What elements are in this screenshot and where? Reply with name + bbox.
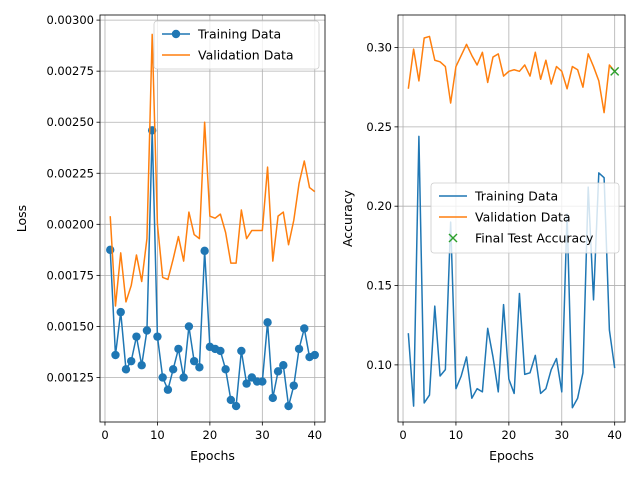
series-line (407, 135, 616, 409)
y-tick-label: 0.00250 (46, 115, 94, 129)
legend-item: Training Data (439, 189, 558, 204)
legend-item: Final Test Accuracy (448, 231, 594, 246)
data-point (231, 401, 241, 411)
legend-marker (171, 29, 181, 39)
data-point (221, 365, 230, 374)
legend: Training Data Validation Data Final Test A… (430, 182, 620, 254)
y-tick-label: 0.30 (366, 41, 392, 55)
legend-item: Validation Data (162, 48, 294, 63)
y-tick-label: 0.00225 (46, 166, 94, 180)
y-tick-label: 0.10 (366, 358, 392, 372)
data-point (300, 324, 309, 333)
data-point (137, 361, 146, 370)
legend-item: Training Data (162, 27, 281, 42)
x-tick-label: 20 (203, 428, 218, 442)
y-tick-label: 0.25 (366, 120, 392, 134)
data-point (158, 373, 167, 382)
data-point (179, 373, 188, 382)
series-training-data (106, 126, 319, 411)
data-point (116, 307, 125, 317)
legend-label: Validation Data (198, 48, 294, 63)
x-tick-label: 10 (150, 428, 165, 442)
y-tick-label: 0.00300 (46, 13, 94, 27)
data-point (263, 318, 272, 327)
y-tick-label: 0.00175 (46, 268, 94, 282)
legend: Training Data Validation Data (153, 20, 320, 70)
x-axis-label: Epochs (489, 448, 534, 463)
legend-box (430, 182, 620, 254)
data-point (168, 365, 178, 374)
data-point (127, 356, 136, 366)
y-axis-label: Accuracy (340, 189, 355, 247)
data-point (273, 367, 283, 376)
plot-area (106, 33, 319, 411)
y-tick-label: 0.00125 (46, 370, 94, 384)
data-point (610, 66, 620, 76)
data-point (200, 246, 209, 256)
x-tick-label: 0 (399, 428, 406, 442)
data-point (258, 377, 267, 386)
x-tick-label: 30 (554, 428, 569, 442)
data-point (310, 350, 319, 360)
axes-frame (99, 14, 326, 423)
y-tick-label: 0.20 (366, 199, 392, 213)
data-point (153, 332, 162, 341)
legend-box (153, 20, 320, 70)
data-point (226, 395, 236, 405)
data-point (189, 356, 199, 366)
loss-chart: 0 10 20 30 40 0.00125 0.00150 0.00175 0.00200 0.0… (14, 13, 326, 463)
x-tick-label: 20 (502, 428, 517, 442)
y-tick-label: 0.15 (366, 279, 392, 293)
x-tick-label: 30 (255, 428, 270, 442)
x-tick-label: 40 (307, 428, 322, 442)
axes-frame (397, 14, 626, 423)
plot-area (407, 35, 620, 409)
data-point (132, 332, 141, 341)
data-point (216, 346, 225, 356)
legend-label: Validation Data (475, 210, 571, 225)
accuracy-chart: 0 10 20 30 40 0.10 0.15 0.20 0.25 0.30 Epochs Accur… (340, 14, 626, 463)
data-point (111, 350, 120, 360)
legend-label: Training Data (474, 189, 558, 204)
legend-item: Validation Data (439, 210, 571, 225)
data-point (289, 381, 298, 390)
data-point (163, 385, 173, 394)
y-tick-label: 0.00150 (46, 319, 94, 333)
legend-label: Training Data (197, 27, 281, 42)
series-training-data (407, 135, 616, 409)
data-point (237, 346, 246, 356)
data-point (106, 245, 115, 255)
data-point (268, 393, 278, 403)
series-line (109, 33, 316, 307)
data-point (242, 379, 251, 388)
y-axis-label: Loss (14, 205, 29, 232)
x-axis-label: Epochs (190, 448, 235, 463)
data-point (195, 363, 204, 372)
data-point (279, 361, 288, 370)
series-validation-data (109, 33, 316, 307)
legend-marker (448, 233, 458, 243)
data-point (142, 326, 152, 335)
data-point (174, 344, 183, 354)
series-line (407, 35, 616, 114)
x-tick-label: 10 (449, 428, 464, 442)
data-point (284, 401, 293, 411)
data-point (121, 365, 131, 374)
series-final-test-accuracy (610, 66, 620, 76)
y-tick-label: 0.00275 (46, 64, 94, 78)
data-point (294, 344, 304, 354)
x-tick-label: 40 (607, 428, 622, 442)
y-tick-label: 0.00200 (46, 217, 94, 231)
data-point (184, 322, 194, 331)
series-validation-data (407, 35, 616, 114)
x-tick-label: 0 (101, 428, 108, 442)
legend-label: Final Test Accuracy (475, 231, 594, 246)
